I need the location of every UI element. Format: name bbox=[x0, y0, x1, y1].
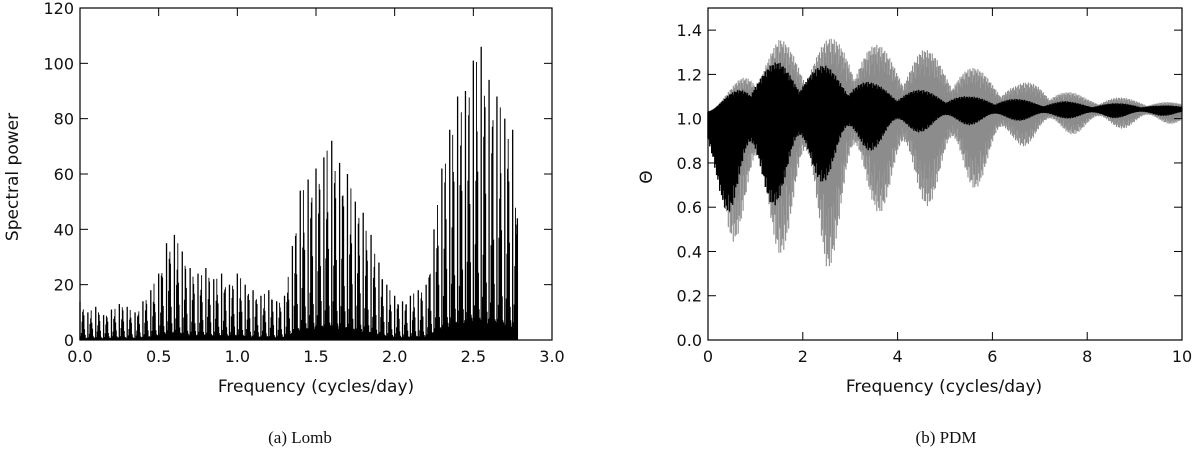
lomb-x-tick-label: 0.5 bbox=[146, 347, 171, 366]
lomb-y-tick-label: 120 bbox=[43, 0, 74, 18]
pdm-y-tick-label: 0.0 bbox=[677, 331, 702, 350]
lomb-y-tick-label: 80 bbox=[54, 110, 74, 129]
lomb-series-line bbox=[79, 62, 518, 340]
pdm-chart: 0 2 4 6 8 10 0.0 0.2 0.4 0.6 0.8 1.0 1.2 1.4 Frequenc… bbox=[637, 7, 1192, 397]
lomb-axes: 0.0 0.5 1.0 1.5 2.0 2.5 3.0 0 20 40 60 80 100 120 bbox=[43, 0, 564, 366]
caption-lomb: (a) Lomb bbox=[268, 428, 332, 447]
pdm-y-tick-label: 0.6 bbox=[677, 198, 702, 217]
lomb-y-tick-label: 40 bbox=[54, 220, 74, 239]
pdm-x-tick-label: 0 bbox=[703, 347, 713, 366]
lomb-y-tick-label: 60 bbox=[54, 165, 74, 184]
lomb-y-tick-label: 0 bbox=[64, 331, 74, 350]
pdm-y-tick-label: 1.0 bbox=[677, 110, 702, 129]
lomb-x-tick-label: 2.0 bbox=[382, 347, 407, 366]
pdm-x-axis-label: Frequency (cycles/day) bbox=[846, 377, 1042, 397]
pdm-y-tick-label: 0.4 bbox=[677, 242, 702, 261]
pdm-y-tick-label: 1.2 bbox=[677, 65, 702, 84]
lomb-y-tick-label: 100 bbox=[43, 54, 74, 73]
lomb-y-tick-label: 20 bbox=[54, 276, 74, 295]
caption-pdm: (b) PDM bbox=[915, 428, 977, 447]
pdm-axes: 0 2 4 6 8 10 0.0 0.2 0.4 0.6 0.8 1.0 1.2 1.4 bbox=[677, 7, 1192, 366]
pdm-y-axis-label: Θ bbox=[637, 170, 657, 183]
pdm-y-tick-label: 0.2 bbox=[677, 287, 702, 306]
lomb-x-tick-label: 2.5 bbox=[461, 347, 486, 366]
pdm-x-tick-label: 6 bbox=[987, 347, 997, 366]
pdm-x-tick-label: 8 bbox=[1082, 347, 1092, 366]
lomb-x-tick-label: 0.0 bbox=[67, 347, 92, 366]
pdm-marks bbox=[707, 38, 1183, 267]
pdm-x-tick-label: 10 bbox=[1172, 347, 1192, 366]
pdm-y-tick-label: 0.8 bbox=[677, 154, 702, 173]
lomb-x-tick-label: 1.5 bbox=[303, 347, 328, 366]
lomb-y-axis-label: Spectral power bbox=[3, 113, 23, 241]
pdm-plot-frame bbox=[707, 7, 1183, 341]
lomb-chart: 0.0 0.5 1.0 1.5 2.0 2.5 3.0 0 20 40 60 80 100 120 Fre… bbox=[3, 0, 565, 397]
lomb-marks bbox=[79, 46, 519, 340]
pdm-x-tick-label: 2 bbox=[798, 347, 808, 366]
lomb-x-axis-label: Frequency (cycles/day) bbox=[218, 377, 414, 397]
pdm-x-tick-label: 4 bbox=[893, 347, 903, 366]
lomb-x-tick-label: 1.0 bbox=[225, 347, 250, 366]
lomb-x-tick-label: 3.0 bbox=[539, 347, 564, 366]
pdm-y-tick-label: 1.4 bbox=[677, 21, 702, 40]
